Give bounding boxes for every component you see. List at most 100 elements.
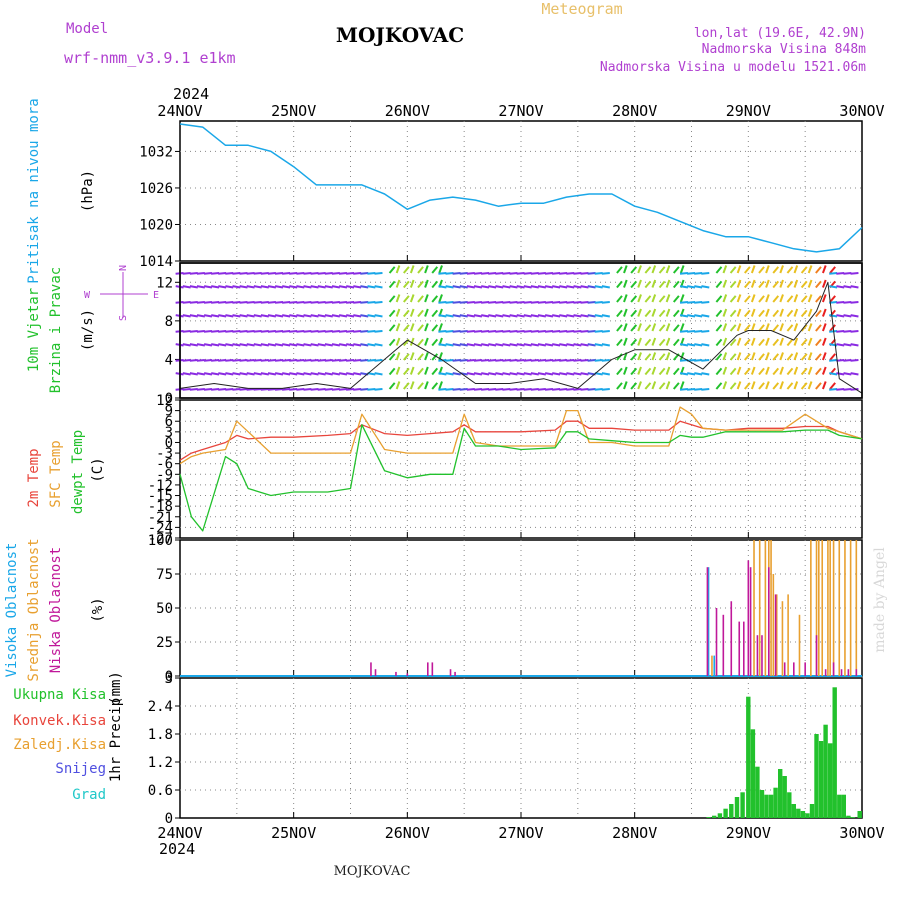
wind-arrow	[253, 272, 262, 275]
precip-bar	[805, 813, 810, 818]
wind-arrow	[232, 285, 241, 289]
wind-panel-ytick-label: 8	[165, 314, 173, 330]
wind-arrow	[481, 343, 490, 347]
wind-arrow	[481, 301, 490, 304]
wind-arrow	[637, 323, 642, 332]
compass-n: N	[118, 265, 129, 271]
wind-arrow	[616, 324, 623, 332]
wind-arrow	[403, 324, 410, 332]
wind-arrow	[239, 272, 248, 275]
wind-arrow	[388, 280, 396, 289]
wind-arrow	[495, 272, 504, 275]
temp-panel-ytick-label: -27	[148, 531, 173, 547]
wind-arrow	[701, 343, 710, 347]
wind-arrow	[424, 381, 429, 390]
wind-arrow	[289, 285, 298, 289]
wind-arrow	[473, 330, 483, 333]
wind-arrow	[651, 265, 657, 274]
wind-arrow	[409, 337, 415, 346]
wind-arrow	[431, 382, 439, 390]
precip-bar	[828, 743, 833, 818]
wind-arrow	[552, 314, 561, 318]
wind-arrow	[722, 279, 728, 288]
credit-text: made by Angel	[872, 547, 888, 653]
precip-bar	[841, 794, 846, 818]
wind-arrow	[445, 388, 454, 391]
temp-ylabel-sfc: SFC Temp	[48, 440, 64, 507]
wind-arrow	[395, 352, 401, 361]
wind-arrow	[488, 314, 497, 318]
day-label-top: 26NOV	[385, 102, 430, 120]
wind-arrow	[587, 359, 596, 362]
wind-arrow	[274, 372, 284, 376]
cloud-panel-ytick-label: 0	[165, 669, 173, 685]
wind-arrow	[850, 301, 859, 304]
wind-arrow	[274, 343, 284, 347]
wind-arrow	[559, 301, 568, 304]
wind-arrow	[488, 301, 497, 304]
wind-arrow	[722, 366, 728, 375]
wind-arrow	[253, 330, 262, 333]
wind-arrow	[772, 367, 780, 376]
wind-arrow	[829, 359, 838, 362]
wind-arrow	[267, 301, 276, 304]
precip-legend-item: Konvek.Kisa	[13, 713, 106, 729]
wind-arrow	[452, 285, 461, 289]
wind-arrow	[367, 388, 376, 391]
wind-arrow	[793, 352, 799, 361]
precip-panel-ytick-label: 0	[165, 811, 173, 827]
wind-arrow	[331, 285, 341, 289]
wind-arrow	[466, 330, 475, 333]
wind-arrow	[850, 388, 859, 391]
precip-bar	[764, 794, 769, 818]
wind-arrow	[324, 301, 333, 304]
wind-arrow	[815, 266, 822, 274]
wind-arrow	[779, 366, 784, 375]
wind-arrow	[438, 372, 447, 376]
wind-arrow	[644, 280, 652, 289]
wind-arrow	[821, 308, 827, 317]
wind-arrow	[544, 301, 554, 304]
wind-arrow	[452, 343, 461, 347]
wind-arrow	[346, 343, 355, 347]
wind-arrow	[516, 301, 525, 304]
wind-arrow	[196, 272, 205, 275]
wind-arrow	[495, 330, 504, 333]
wind-arrow	[715, 353, 723, 361]
wind-arrow	[353, 272, 362, 275]
wind-arrow	[211, 285, 220, 289]
wind-arrow	[317, 372, 326, 376]
wind-arrow	[317, 359, 326, 362]
wind-arrow	[679, 272, 689, 275]
wind-arrow	[552, 330, 561, 333]
wind-arrow	[473, 388, 483, 391]
wind-arrow	[566, 301, 575, 304]
wind-arrow	[559, 285, 568, 289]
wind-arrow	[679, 388, 689, 391]
wind-arrow	[765, 265, 770, 274]
wind-arrow	[679, 314, 689, 318]
wind-arrow	[750, 323, 756, 332]
wind-arrow	[182, 301, 191, 304]
wind-arrow	[530, 343, 539, 347]
wind-arrow	[800, 382, 808, 390]
wind-arrow	[850, 285, 859, 289]
wind-arrow	[459, 388, 468, 391]
wind-arrow	[580, 359, 589, 362]
wind-arrow	[353, 285, 362, 289]
wind-arrow	[530, 388, 539, 391]
wind-arrow	[544, 330, 554, 333]
wind-arrow	[367, 301, 376, 304]
wind-arrow	[687, 343, 696, 347]
wind-arrow	[374, 388, 383, 391]
wind-arrow	[502, 285, 511, 289]
wind-arrow	[829, 372, 838, 376]
wind-arrow	[744, 382, 751, 390]
wind-arrow	[189, 314, 198, 318]
wind-arrow	[203, 388, 213, 391]
wind-arrow	[601, 301, 610, 304]
wind-panel-ytick-label: 0	[165, 391, 173, 407]
wind-arrow	[246, 272, 255, 275]
wind-arrow	[246, 388, 255, 391]
wind-arrow	[203, 285, 213, 289]
